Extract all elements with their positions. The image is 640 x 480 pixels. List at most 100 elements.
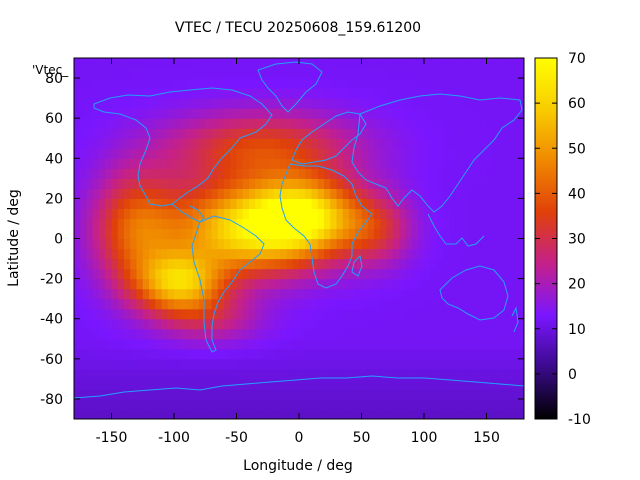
heatmap-cell: [255, 298, 263, 310]
heatmap-cell: [161, 348, 169, 360]
heatmap-cell: [461, 298, 469, 310]
heatmap-cell: [99, 78, 106, 89]
heatmap-cell: [411, 398, 419, 410]
heatmap-cell: [367, 388, 375, 400]
heatmap-cell: [292, 78, 300, 89]
heatmap-cell: [374, 78, 381, 89]
heatmap-cell: [342, 378, 350, 390]
heatmap-cell: [355, 258, 363, 270]
heatmap-cell: [149, 348, 156, 360]
heatmap-cell: [330, 58, 338, 69]
heatmap-cell: [405, 368, 413, 380]
heatmap-cell: [111, 288, 119, 300]
heatmap-cell: [155, 228, 163, 240]
heatmap-cell: [224, 108, 231, 119]
heatmap-cell: [255, 148, 263, 159]
heatmap-cell: [161, 248, 169, 260]
heatmap-cell: [74, 358, 81, 370]
heatmap-cell: [86, 258, 94, 270]
heatmap-cell: [180, 108, 188, 119]
heatmap-cell: [99, 278, 106, 290]
heatmap-cell: [517, 408, 524, 419]
heatmap-cell: [167, 398, 175, 410]
heatmap-cell: [105, 358, 113, 370]
heatmap-cell: [492, 68, 500, 79]
heatmap-cell: [236, 358, 244, 370]
heatmap-cell: [155, 308, 163, 320]
heatmap-cell: [161, 268, 169, 280]
heatmap-cell: [305, 218, 313, 230]
heatmap-cell: [149, 98, 156, 109]
heatmap-cell: [392, 208, 400, 220]
heatmap-cell: [411, 98, 419, 109]
heatmap-cell: [155, 138, 163, 149]
heatmap-cell: [361, 78, 369, 89]
heatmap-cell: [261, 248, 269, 260]
heatmap-cell: [92, 168, 100, 179]
heatmap-cell: [361, 158, 369, 169]
heatmap-cell: [386, 198, 394, 210]
heatmap-cell: [199, 388, 206, 400]
heatmap-cell: [224, 368, 231, 380]
heatmap-cell: [461, 218, 469, 230]
heatmap-cell: [386, 298, 394, 310]
heatmap-cell: [267, 128, 275, 139]
heatmap-cell: [492, 148, 500, 159]
heatmap-cell: [267, 398, 275, 410]
heatmap-cell: [474, 98, 481, 109]
heatmap-cell: [455, 288, 463, 300]
heatmap-cell: [136, 138, 144, 149]
heatmap-cell: [292, 148, 300, 159]
heatmap-cell: [86, 398, 94, 410]
heatmap-cell: [236, 338, 244, 350]
heatmap-cell: [242, 398, 250, 410]
heatmap-cell: [161, 318, 169, 330]
heatmap-cell: [517, 138, 524, 149]
heatmap-cell: [442, 408, 450, 419]
heatmap-cell: [367, 328, 375, 340]
heatmap-cell: [499, 328, 506, 340]
heatmap-cell: [467, 118, 475, 129]
heatmap-cell: [324, 138, 331, 149]
heatmap-cell: [99, 388, 106, 400]
heatmap-cell: [374, 238, 381, 250]
heatmap-cell: [461, 328, 469, 340]
heatmap-cell: [430, 108, 438, 119]
heatmap-cell: [292, 408, 300, 419]
heatmap-cell: [255, 308, 263, 320]
heatmap-cell: [480, 88, 488, 99]
heatmap-cell: [417, 118, 425, 129]
heatmap-cell: [380, 298, 388, 310]
heatmap-cell: [167, 178, 175, 189]
heatmap-cell: [474, 328, 481, 340]
heatmap-cell: [517, 158, 524, 169]
heatmap-cell: [355, 138, 363, 149]
heatmap-cell: [336, 338, 344, 350]
heatmap-cell: [230, 88, 238, 99]
heatmap-cell: [474, 238, 481, 250]
heatmap-cell: [330, 278, 338, 290]
heatmap-cell: [130, 98, 138, 109]
heatmap-cell: [174, 218, 181, 230]
heatmap-cell: [411, 278, 419, 290]
heatmap-cell: [180, 368, 188, 380]
heatmap-cell: [142, 248, 150, 260]
heatmap-cell: [230, 248, 238, 260]
coast-madagascar: [351, 254, 363, 277]
heatmap-cell: [424, 288, 431, 300]
heatmap-cell: [142, 118, 150, 129]
heatmap-cell: [336, 138, 344, 149]
heatmap-cell: [261, 358, 269, 370]
heatmap-cell: [517, 258, 524, 270]
heatmap-cell: [311, 188, 319, 199]
heatmap-cell: [124, 358, 131, 370]
heatmap-cell: [199, 378, 206, 390]
heatmap-cell: [492, 108, 500, 119]
heatmap-cell: [224, 188, 231, 199]
heatmap-cell: [336, 268, 344, 280]
heatmap-cell: [124, 78, 131, 89]
heatmap-cell: [336, 348, 344, 360]
heatmap-cell: [186, 78, 194, 89]
heatmap-cell: [99, 248, 106, 260]
heatmap-cell: [424, 68, 431, 79]
